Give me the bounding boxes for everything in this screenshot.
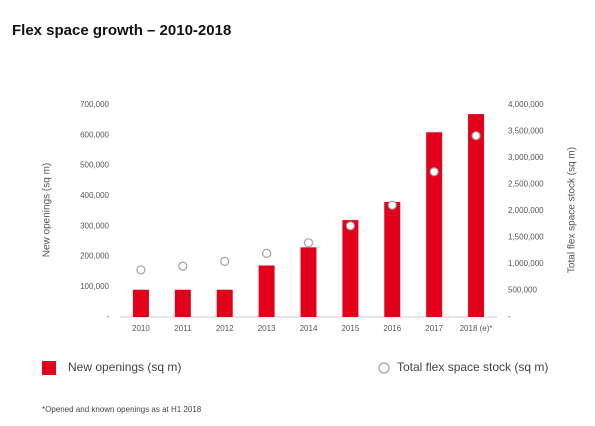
y-tick-label: - — [106, 312, 109, 321]
y-tick-label: 100,000 — [80, 282, 109, 291]
x-tick-label: 2012 — [216, 324, 234, 333]
x-tick-label: 2014 — [300, 324, 318, 333]
x-tick-label: 2017 — [425, 324, 443, 333]
x-tick-label: 2010 — [132, 324, 150, 333]
legend-swatch — [42, 361, 56, 375]
y-tick-label: 200,000 — [80, 252, 109, 261]
legend-label: Total flex space stock (sq m) — [397, 360, 548, 374]
y2-tick-label: - — [508, 312, 511, 321]
bar — [426, 132, 443, 317]
y-tick-label: 400,000 — [80, 191, 109, 200]
legend-label: New openings (sq m) — [68, 360, 181, 374]
marker — [178, 261, 188, 271]
y2-axis-label: Total flex space stock (sq m) — [567, 147, 578, 273]
y2-tick-label: 3,500,000 — [508, 127, 544, 136]
bar — [258, 265, 275, 317]
bar — [216, 289, 233, 317]
y-tick-label: 700,000 — [80, 100, 109, 109]
bar — [342, 220, 359, 317]
bar — [468, 114, 485, 317]
x-tick-label: 2016 — [383, 324, 401, 333]
x-tick-label: 2011 — [174, 324, 192, 333]
marker — [429, 167, 439, 177]
marker — [220, 256, 230, 266]
marker — [136, 265, 146, 275]
footnote: *Opened and known openings as at H1 2018 — [42, 405, 202, 414]
x-tick-label: 2015 — [341, 324, 359, 333]
y2-tick-label: 4,000,000 — [508, 100, 544, 109]
y2-tick-label: 2,500,000 — [508, 180, 544, 189]
y2-tick-label: 500,000 — [508, 286, 537, 295]
bar — [132, 289, 149, 317]
bar — [384, 201, 401, 317]
marker — [303, 238, 314, 248]
legend-swatch — [378, 362, 390, 374]
y2-tick-label: 3,000,000 — [508, 153, 544, 162]
y2-tick-label: 2,000,000 — [508, 206, 544, 215]
bar — [174, 289, 191, 317]
y-tick-label: 600,000 — [80, 130, 109, 139]
y-tick-label: 300,000 — [80, 221, 109, 230]
marker — [471, 131, 481, 141]
y-tick-label: 500,000 — [80, 161, 109, 170]
y2-tick-label: 1,000,000 — [508, 259, 544, 268]
marker — [345, 221, 355, 231]
x-tick-label: 2018 (e)* — [460, 324, 493, 333]
y-axis-label: New openings (sq m) — [42, 163, 53, 257]
x-tick-label: 2013 — [258, 324, 276, 333]
marker — [262, 248, 272, 258]
y2-tick-label: 1,500,000 — [508, 233, 544, 242]
marker — [387, 200, 397, 210]
chart-title: Flex space growth – 2010-2018 — [12, 22, 231, 39]
bar — [300, 247, 317, 317]
